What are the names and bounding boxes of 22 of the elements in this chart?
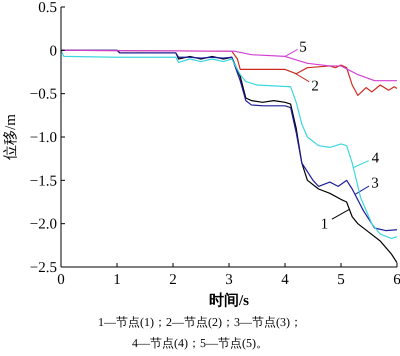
y-tick-label: −2.5 bbox=[30, 260, 57, 276]
y-axis-title: 位移/m bbox=[2, 114, 19, 160]
legend-label: 2 bbox=[311, 78, 319, 94]
y-tick-label: 0 bbox=[50, 43, 57, 60]
y-tick-label: −1.5 bbox=[30, 173, 57, 190]
text: 1—节点(1)；2—节点(2)；3—节点(3)； bbox=[98, 315, 302, 329]
text: 4—节点(4)；5—节点(5)。 bbox=[132, 336, 268, 350]
y-tick-label: −0.5 bbox=[30, 86, 57, 103]
legend-label: 3 bbox=[371, 175, 379, 192]
legend-label: 5 bbox=[299, 39, 307, 56]
x-tick-label: 1 bbox=[113, 272, 121, 288]
y-tick-label: −2.0 bbox=[30, 216, 57, 233]
y-tick-label: 0.5 bbox=[38, 0, 57, 16]
x-tick-label: 6 bbox=[393, 272, 400, 288]
x-tick-label: 4 bbox=[281, 272, 290, 288]
series-label: 1 bbox=[320, 216, 328, 232]
x-tick-label: 3 bbox=[225, 272, 233, 288]
x-axis-title: 时间/s bbox=[208, 292, 250, 309]
legend-label: 4 bbox=[372, 150, 380, 167]
x-tick-label: 2 bbox=[169, 272, 177, 288]
y-tick-label: −1.0 bbox=[30, 130, 57, 146]
x-tick-label: 5 bbox=[337, 272, 345, 288]
